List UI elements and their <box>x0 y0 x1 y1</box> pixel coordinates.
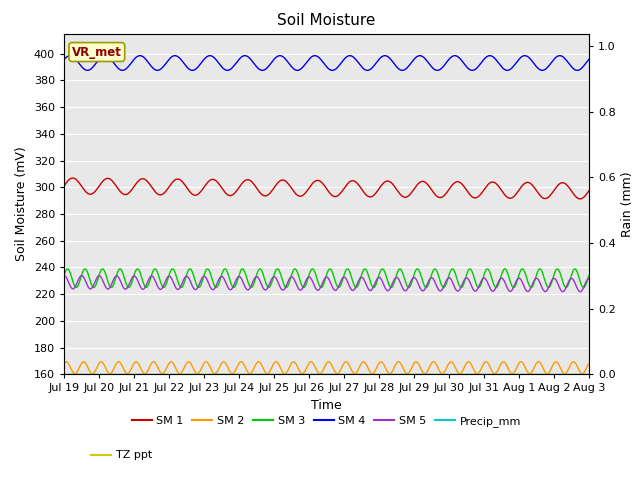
Y-axis label: Rain (mm): Rain (mm) <box>621 171 634 237</box>
X-axis label: Time: Time <box>311 399 342 412</box>
Legend: TZ ppt: TZ ppt <box>87 446 156 465</box>
Legend: SM 1, SM 2, SM 3, SM 4, SM 5, Precip_mm: SM 1, SM 2, SM 3, SM 4, SM 5, Precip_mm <box>127 411 525 431</box>
Title: Soil Moisture: Soil Moisture <box>277 13 376 28</box>
Text: VR_met: VR_met <box>72 46 122 59</box>
Y-axis label: Soil Moisture (mV): Soil Moisture (mV) <box>15 146 28 262</box>
